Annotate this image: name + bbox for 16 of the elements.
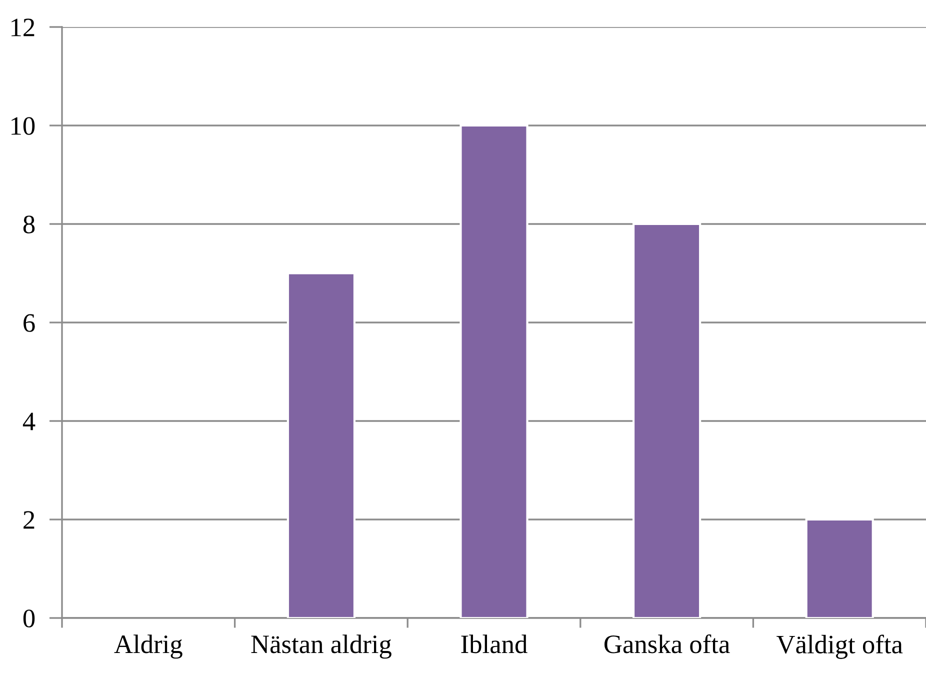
y-tick-label: 2 — [24, 511, 34, 529]
x-tick-label: Aldrig — [114, 634, 182, 659]
y-tick-label: 0 — [23, 610, 35, 628]
x-tick-label: Ganska ofta — [604, 634, 730, 654]
bar — [805, 518, 874, 618]
y-tick-label: 12 — [12, 18, 34, 36]
x-tick-label: Ibland — [461, 634, 528, 654]
bar — [286, 272, 356, 618]
y-tick-label: 10 — [12, 117, 35, 135]
bar — [460, 124, 528, 618]
y-tick-label: 4 — [22, 412, 36, 430]
x-tick-label: Väldigt ofta — [776, 634, 903, 659]
bar — [632, 222, 702, 618]
x-tick-label: Nästan aldrig — [251, 634, 392, 659]
y-tick-label: 6 — [24, 314, 35, 332]
y-tick-label: 8 — [23, 216, 35, 234]
